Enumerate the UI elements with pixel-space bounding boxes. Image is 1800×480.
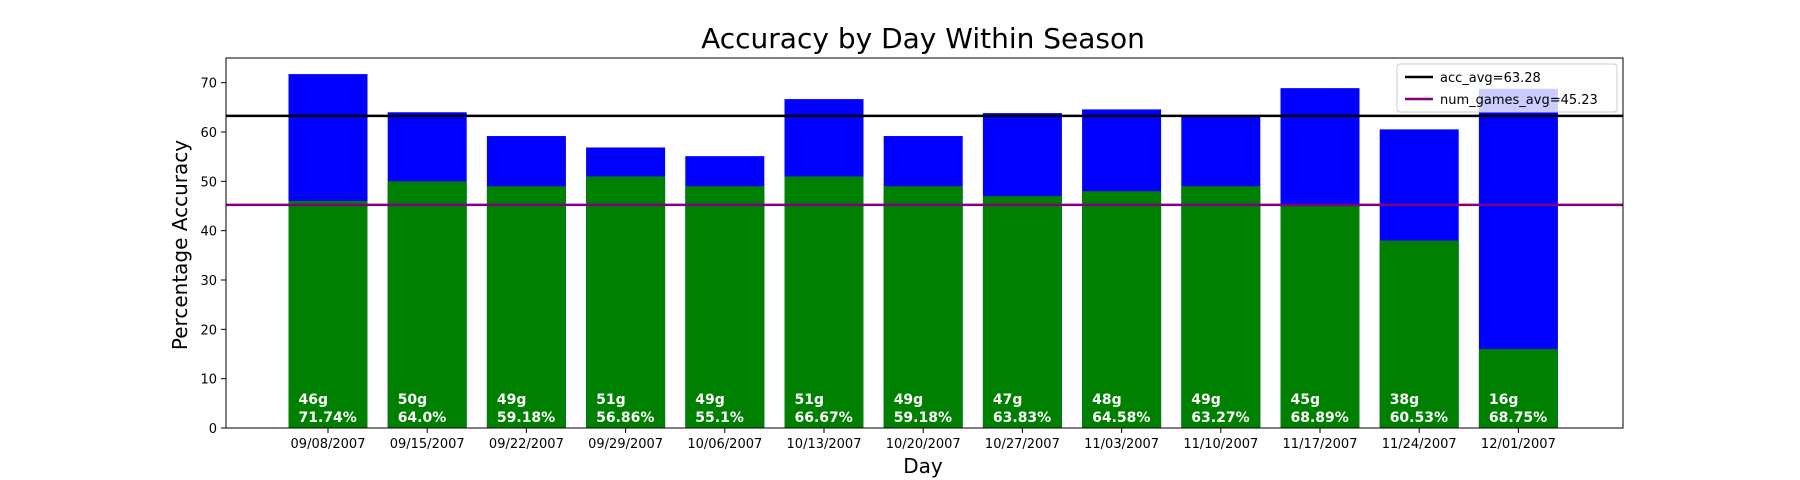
legend-box — [1396, 63, 1618, 113]
bar-games-label: 38g — [1390, 392, 1420, 408]
bar-accuracy-label: 68.75% — [1489, 410, 1547, 426]
bar-games-label: 16g — [1489, 392, 1519, 408]
chart-title: Accuracy by Day Within Season — [701, 22, 1145, 55]
plot-area: 46g 71.74% 09/08/2007 50g 64.0% 09/15/2007 49g… — [200, 57, 1624, 452]
y-tick-label: 10 — [200, 373, 217, 388]
bar-games-label: 49g — [497, 392, 527, 408]
plot-frame — [225, 57, 1624, 429]
y-tick-label: 60 — [200, 126, 217, 141]
x-tick-label: 10/06/2007 — [687, 437, 762, 452]
bar-games-label: 50g — [398, 392, 428, 408]
x-tick-label: 11/03/2007 — [1084, 437, 1159, 452]
bar-games-label: 51g — [596, 392, 626, 408]
bar-accuracy-label: 63.83% — [993, 410, 1051, 426]
games-bar — [1379, 240, 1459, 428]
x-tick-label: 10/13/2007 — [787, 437, 862, 452]
bar-accuracy-label: 64.58% — [1092, 410, 1150, 426]
bar-accuracy-label: 55.1% — [695, 410, 744, 426]
y-tick-label: 70 — [200, 77, 217, 92]
games-bar — [1181, 186, 1261, 428]
bar-games-label: 45g — [1291, 392, 1321, 408]
bar-accuracy-label: 66.67% — [795, 410, 853, 426]
x-tick-label: 10/27/2007 — [985, 437, 1060, 452]
bar-games-label: 49g — [695, 392, 725, 408]
games-bar — [1280, 206, 1360, 428]
x-tick-label: 11/24/2007 — [1382, 437, 1457, 452]
bar-accuracy-label: 60.53% — [1390, 410, 1448, 426]
y-tick-label: 0 — [209, 422, 217, 437]
legend-label: num_games_avg=45.23 — [1440, 93, 1598, 108]
x-tick-label: 09/22/2007 — [489, 437, 564, 452]
bar-accuracy-label: 64.0% — [398, 410, 447, 426]
x-tick-label: 11/17/2007 — [1283, 437, 1358, 452]
bar-accuracy-label: 56.86% — [596, 410, 654, 426]
legend-label: acc_avg=63.28 — [1440, 71, 1541, 86]
games-bar — [1082, 191, 1162, 428]
x-tick-label: 09/08/2007 — [291, 437, 366, 452]
y-axis-label: Percentage Accuracy — [168, 140, 192, 350]
bar-accuracy-label: 71.74% — [299, 410, 357, 426]
x-axis-label: Day — [903, 454, 943, 478]
bar-games-label: 49g — [1191, 392, 1221, 408]
x-tick-label: 11/10/2007 — [1183, 437, 1258, 452]
bar-games-label: 49g — [894, 392, 924, 408]
games-bar — [387, 181, 467, 428]
games-bar — [982, 196, 1062, 428]
y-tick-label: 20 — [200, 323, 217, 338]
games-bar — [486, 186, 566, 428]
y-tick-label: 30 — [200, 274, 217, 289]
bar-accuracy-label: 63.27% — [1191, 410, 1249, 426]
x-tick-label: 09/15/2007 — [390, 437, 465, 452]
bar-accuracy-label: 59.18% — [497, 410, 555, 426]
x-tick-label: 10/20/2007 — [886, 437, 961, 452]
bar-games-label: 51g — [795, 392, 825, 408]
games-bar — [784, 176, 864, 428]
bar-games-label: 47g — [993, 392, 1023, 408]
bar-games-label: 48g — [1092, 392, 1122, 408]
y-tick-label: 40 — [200, 225, 217, 240]
games-bar — [1478, 349, 1558, 428]
games-bar — [288, 201, 368, 428]
x-tick-label: 09/29/2007 — [588, 437, 663, 452]
games-bar — [586, 176, 666, 428]
bar-accuracy-label: 68.89% — [1291, 410, 1349, 426]
bar-accuracy-label: 59.18% — [894, 410, 952, 426]
y-tick-label: 50 — [200, 175, 217, 190]
games-bar — [685, 186, 765, 428]
x-tick-label: 12/01/2007 — [1481, 437, 1556, 452]
games-bar — [883, 186, 963, 428]
bar-games-label: 46g — [299, 392, 329, 408]
